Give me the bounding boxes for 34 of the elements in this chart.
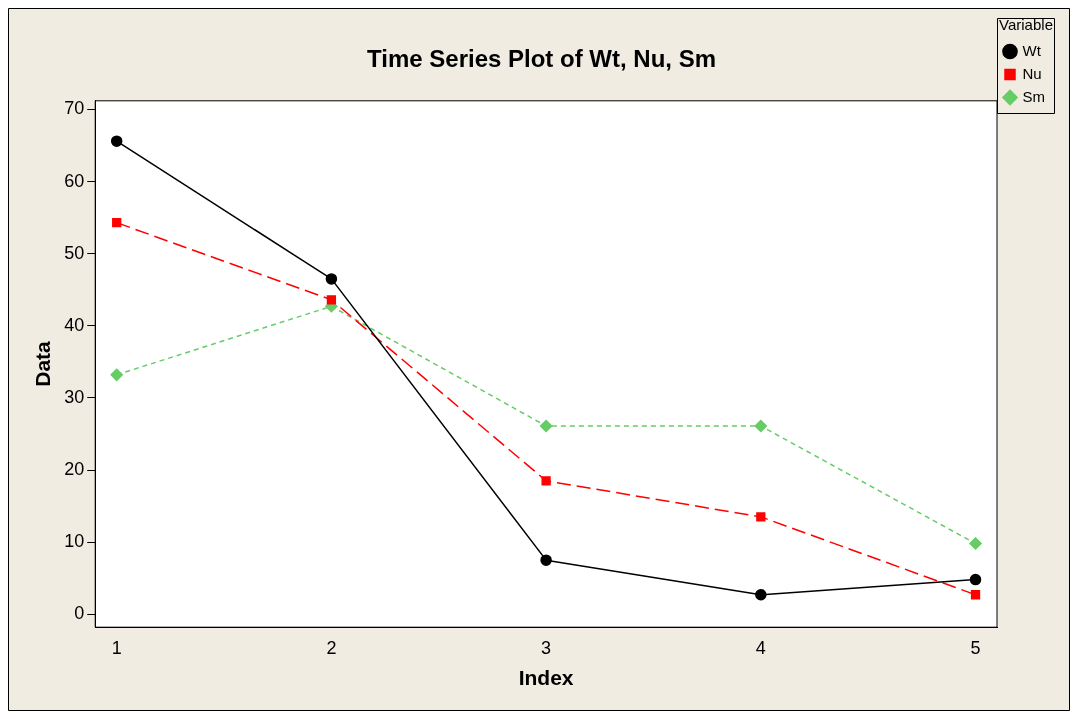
x-tick-label: 1 bbox=[111, 637, 122, 658]
point bbox=[540, 554, 552, 566]
point bbox=[969, 573, 982, 586]
point bbox=[755, 589, 767, 601]
legend-title: Variable bbox=[999, 15, 1053, 33]
y-axis-title: Data bbox=[31, 340, 55, 387]
point bbox=[969, 537, 982, 550]
point bbox=[110, 135, 123, 147]
y-tick-label: 60 bbox=[64, 170, 85, 191]
y-tick-label: 0 bbox=[74, 603, 85, 624]
y-tick-label: 20 bbox=[64, 458, 85, 479]
point bbox=[754, 419, 768, 433]
legend-label: Sm bbox=[1022, 87, 1045, 105]
y-tick-label: 40 bbox=[64, 314, 85, 335]
point bbox=[970, 590, 981, 600]
y-tick-label: 70 bbox=[64, 98, 85, 119]
legend-label: Wt bbox=[1022, 41, 1042, 59]
chart-title: Time Series Plot of Wt, Nu, Sm bbox=[367, 45, 716, 73]
x-tick-label: 5 bbox=[970, 637, 981, 658]
y-tick-label: 10 bbox=[64, 531, 85, 552]
x-tick-label: 3 bbox=[541, 637, 552, 658]
point bbox=[541, 476, 551, 486]
point bbox=[326, 295, 337, 305]
point bbox=[112, 218, 122, 228]
x-tick-label: 2 bbox=[326, 637, 337, 658]
x-tick-label: 4 bbox=[755, 637, 766, 658]
point bbox=[756, 512, 766, 522]
point bbox=[325, 273, 338, 285]
y-tick-label: 30 bbox=[64, 386, 85, 407]
y-tick-label: 50 bbox=[64, 242, 85, 263]
point bbox=[110, 368, 123, 382]
legend-label: Nu bbox=[1022, 64, 1042, 82]
x-axis-title: Index bbox=[518, 666, 574, 690]
point bbox=[539, 419, 553, 433]
